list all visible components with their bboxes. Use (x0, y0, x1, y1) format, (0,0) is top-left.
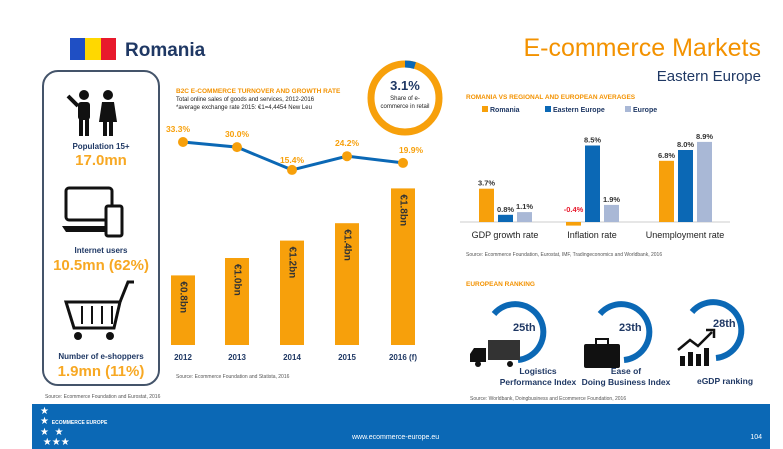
average-bar (566, 222, 581, 226)
rank-ring-business (597, 301, 653, 363)
turnover-bar-label: €1.8bn (397, 194, 408, 226)
rank-egdp: 28th (713, 318, 736, 330)
footer-url[interactable]: www.ecommerce-europe.eu (352, 434, 440, 441)
average-bar-label: 1.1% (516, 202, 533, 211)
footer-bar: ★ ★ ECOMMERCE EUROPE ★ ★ ★★★ www.ecommerce… (32, 404, 770, 449)
shopping-cart-icon (63, 280, 134, 340)
growth-point (232, 142, 242, 153)
legend-swatch (545, 106, 551, 112)
key-stats-panel (42, 70, 160, 386)
turnover-chart: €0.8bn 2012 €1.0bn 2013 €1.2bn 2014 €1.4bn 2015… (166, 124, 424, 362)
turnover-bar-label: €1.0bn (231, 264, 242, 296)
legend-swatch (625, 106, 631, 112)
growth-point (398, 157, 408, 168)
romania-flag (70, 38, 116, 60)
averages-source: Source: Ecommerce Foundation, Eurostat, … (466, 252, 663, 258)
page-title: E-commerce Markets (523, 34, 761, 62)
legend-label: Romania (490, 107, 520, 114)
truck-icon (470, 340, 520, 367)
country-title: Romania (125, 40, 206, 61)
turnover-bar (391, 188, 415, 345)
rank-business-label: Ease of Doing Business Index (581, 366, 671, 387)
rank-ring-egdp (689, 299, 745, 361)
turnover-bar (225, 258, 249, 345)
turnover-heading: B2C E-COMMERCE TURNOVER AND GROWTH RATE (176, 88, 341, 95)
category-label: Inflation rate (567, 230, 617, 240)
laptop-phone-icon (62, 186, 124, 238)
left-source: Source: Ecommerce Foundation and Eurosta… (45, 394, 161, 400)
population-label: Population 15+ (72, 142, 130, 151)
average-bar-label: 0.8% (497, 205, 514, 214)
rank-ring-logistics (491, 301, 547, 363)
ranking-graphics (470, 299, 745, 368)
year-tick-label: 2012 (174, 353, 192, 362)
growth-point (342, 151, 352, 162)
people-icon (66, 90, 117, 136)
ranking-source: Source: Worldbank, Doingbusiness and Eco… (470, 396, 627, 402)
average-bar (479, 188, 494, 222)
average-bar (517, 212, 532, 222)
turnover-bar (280, 240, 304, 345)
turnover-bar-label: €0.8bn (177, 281, 188, 313)
growth-point (178, 137, 188, 147)
share-value: 3.1% (390, 78, 420, 93)
averages-heading: ROMANIA VS REGIONAL AND EUROPEAN AVERAGE… (466, 94, 636, 101)
rank-egdp-label: eGDP ranking (696, 376, 754, 386)
average-bar-label: 8.0% (677, 140, 694, 149)
category-label: Unemployment rate (646, 230, 725, 240)
legend-label: Eastern Europe (553, 107, 605, 114)
growth-chart-icon (677, 328, 716, 366)
exchange-rate-note: *average exchange rate 2015: €1=4,4454 N… (176, 105, 312, 111)
turnover-source: Source: Ecommerce Foundation and Statist… (176, 374, 290, 380)
e-shoppers-label: Number of e-shoppers (58, 352, 144, 361)
rank-business: 23th (619, 322, 642, 334)
year-tick-label: 2014 (283, 353, 301, 362)
growth-point (287, 164, 297, 175)
share-donut (367, 60, 443, 136)
growth-label: 33.3% (166, 124, 191, 134)
ranking-heading: EUROPEAN RANKING (466, 281, 535, 288)
page-subtitle: Eastern Europe (656, 68, 761, 85)
turnover-bar-label: €1.2bn (286, 247, 297, 279)
growth-label: 19.9% (399, 145, 424, 155)
average-bar-label: 8.5% (584, 136, 601, 145)
growth-label: 30.0% (225, 129, 250, 139)
growth-label: 15.4% (280, 155, 305, 165)
average-bar (604, 204, 619, 222)
turnover-bar (335, 223, 359, 345)
average-bar (697, 141, 712, 222)
turnover-bar (171, 275, 195, 345)
averages-chart: Romania Eastern Europe Europe 3.7% 0.8% 1.1% G… (460, 106, 730, 240)
internet-users-value: 10.5mn (62%) (53, 257, 149, 274)
average-bar-label: -0.4% (564, 205, 584, 214)
rank-logistics: 25th (513, 322, 536, 334)
turnover-desc: Total online sales of goods and services… (176, 97, 315, 103)
legend-label: Europe (633, 107, 657, 114)
turnover-bar-label: €1.4bn (341, 229, 352, 261)
average-bar-label: 1.9% (603, 195, 620, 204)
average-bar-label: 6.8% (658, 151, 675, 160)
year-tick-label: 2015 (338, 353, 356, 362)
legend-swatch (482, 106, 488, 112)
population-value: 17.0mn (75, 152, 127, 169)
internet-users-label: Internet users (74, 246, 128, 255)
growth-label: 24.2% (335, 138, 360, 148)
share-arc (404, 60, 416, 69)
briefcase-icon (584, 338, 620, 368)
average-bar (498, 214, 513, 222)
e-shoppers-value: 1.9mn (11%) (57, 363, 145, 380)
average-bar (585, 145, 600, 222)
share-label: Share of e-commerce in retail (380, 96, 430, 110)
year-tick-label: 2013 (228, 353, 246, 362)
average-bar-label: 3.7% (478, 179, 495, 188)
rank-logistics-label: Logistics Performance Index (499, 366, 577, 387)
page-number: 104 (750, 434, 762, 441)
average-bar (678, 150, 693, 222)
category-label: GDP growth rate (472, 230, 539, 240)
year-tick-label: 2016 (f) (389, 353, 417, 362)
average-bar-label: 8.9% (696, 132, 713, 141)
ecommerce-europe-logo: ★ ★ ECOMMERCE EUROPE ★ ★ ★★★ (40, 406, 108, 448)
average-bar (659, 160, 674, 222)
